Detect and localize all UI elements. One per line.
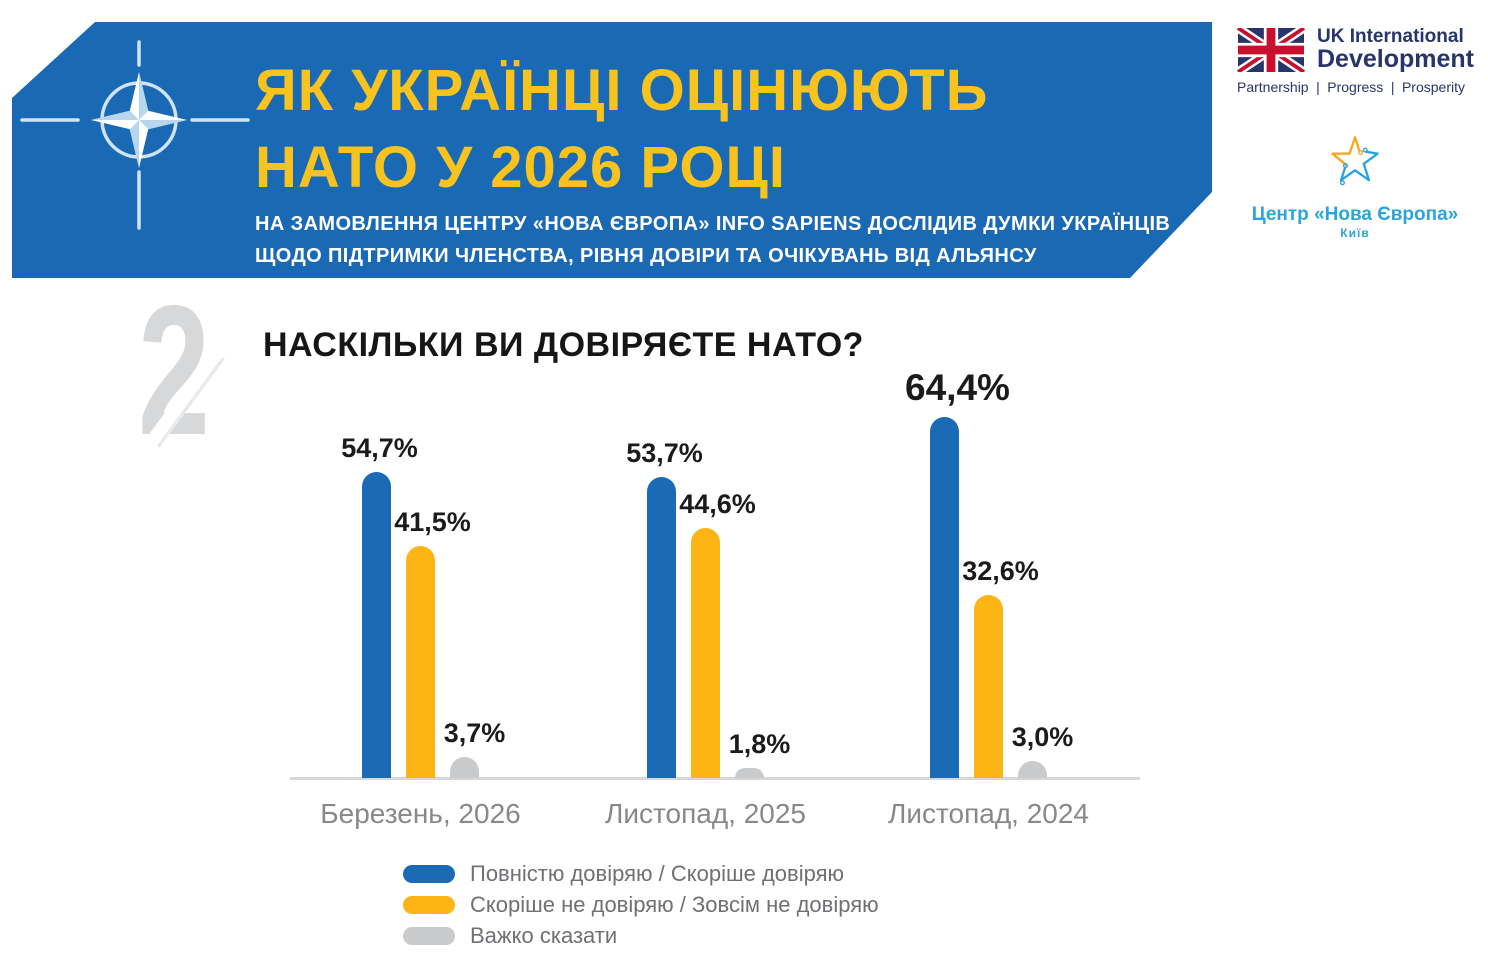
chart-title: НАСКІЛЬКИ ВИ ДОВІРЯЄТЕ НАТО? bbox=[263, 326, 864, 364]
uk-tagline-partnership: Partnership bbox=[1237, 79, 1309, 95]
legend-item: Важко сказати bbox=[403, 923, 879, 948]
bar-value-label: 3,7% bbox=[443, 718, 506, 748]
nova-europa-star-icon bbox=[1331, 136, 1379, 186]
chart-bar bbox=[735, 768, 764, 778]
chart-category-labels: Березень, 2026 Листопад, 2025 Листопад, 20… bbox=[290, 798, 1140, 832]
uk-logo-line1: UK International bbox=[1317, 26, 1464, 47]
nato-compass-icon bbox=[20, 40, 250, 230]
bar-value-label: 32,6% bbox=[962, 556, 1039, 586]
chart-bar bbox=[406, 546, 435, 778]
uk-tagline-divider: | bbox=[1390, 79, 1395, 95]
legend-swatch bbox=[403, 864, 455, 883]
legend-label: Повністю довіряю / Скоріше довіряю bbox=[470, 860, 845, 886]
bar-value-label: 54,7% bbox=[341, 433, 418, 463]
page-title-line2: НАТО У 2026 РОЦІ bbox=[255, 135, 786, 200]
uk-tagline-progress: Progress bbox=[1327, 79, 1384, 95]
chart-bar bbox=[362, 472, 391, 778]
nova-europa-city: Київ bbox=[1340, 226, 1370, 240]
legend-label: Важко сказати bbox=[470, 922, 618, 948]
chart-bar bbox=[974, 595, 1003, 778]
uk-logo-line2: Development bbox=[1317, 45, 1474, 73]
page-subtitle-line1: НА ЗАМОВЛЕННЯ ЦЕНТРУ «НОВА ЄВРОПА» INFO … bbox=[255, 213, 1171, 235]
bar-value-label: 44,6% bbox=[679, 489, 756, 519]
nova-europa-name: Центр «Нова Європа» bbox=[1251, 204, 1459, 225]
category-label: Листопад, 2025 bbox=[604, 798, 807, 829]
bar-value-label: 41,5% bbox=[394, 507, 471, 537]
page-subtitle: НА ЗАМОВЛЕННЯ ЦЕНТРУ «НОВА ЄВРОПА» INFO … bbox=[255, 208, 1170, 272]
chart-plot: 54,7% 41,5% 3,7% 53,7% 44,6% 1,8% 64,4% 32,6% 3,… bbox=[290, 367, 1140, 780]
page-title: ЯК УКРАЇНЦІ ОЦІНЮЮТЬ НАТО У 2026 РОЦІ bbox=[255, 52, 988, 206]
bar-value-label: 3,0% bbox=[1011, 722, 1074, 752]
header-banner: ЯК УКРАЇНЦІ ОЦІНЮЮТЬ НАТО У 2026 РОЦІ НА… bbox=[12, 22, 1212, 278]
legend-item: Скоріше не довіряю / Зовсім не довіряю bbox=[403, 892, 879, 917]
legend-label: Скоріше не довіряю / Зовсім не довіряю bbox=[470, 891, 879, 917]
chart-baseline bbox=[290, 777, 1140, 780]
bar-value-label: 53,7% bbox=[626, 438, 703, 468]
chart-bar bbox=[930, 417, 959, 778]
chart-bar bbox=[647, 477, 676, 778]
chart-bar bbox=[450, 757, 479, 778]
chart-bar bbox=[691, 528, 720, 778]
category-label: Листопад, 2024 bbox=[887, 798, 1090, 829]
nova-europa-logo: Центр «Нова Європа» Київ bbox=[1245, 128, 1465, 240]
uk-tagline-divider: | bbox=[1316, 79, 1320, 95]
bar-value-label: 1,8% bbox=[728, 729, 791, 759]
page-subtitle-line2: ЩОДО ПІДТРИМКИ ЧЛЕНСТВА, РІВНЯ ДОВІРИ ТА… bbox=[255, 245, 1037, 267]
uk-logo-tagline: Partnership | Progress | Prosperity bbox=[1237, 79, 1465, 95]
union-jack-icon bbox=[1237, 28, 1305, 72]
uk-logo-text: UK International Development bbox=[1317, 27, 1474, 72]
page-title-line1: ЯК УКРАЇНЦІ ОЦІНЮЮТЬ bbox=[255, 58, 989, 123]
category-label: Березень, 2026 bbox=[320, 798, 521, 829]
chart-legend: Повністю довіряю / Скоріше довіряю Скоріш… bbox=[403, 861, 879, 957]
uk-tagline-prosperity: Prosperity bbox=[1401, 79, 1465, 95]
legend-swatch bbox=[403, 926, 455, 945]
chart-bar bbox=[1018, 761, 1047, 778]
bar-value-label: 64,4% bbox=[905, 367, 1010, 408]
legend-swatch bbox=[403, 895, 455, 914]
legend-item: Повністю довіряю / Скоріше довіряю bbox=[403, 861, 879, 886]
